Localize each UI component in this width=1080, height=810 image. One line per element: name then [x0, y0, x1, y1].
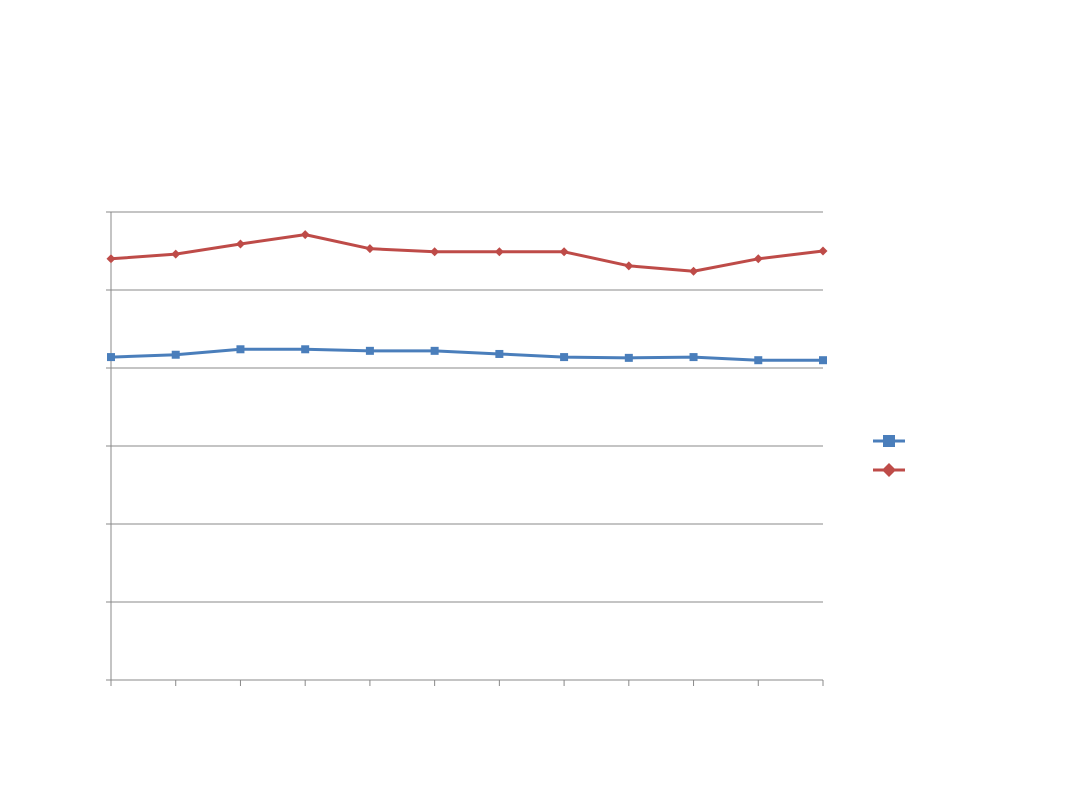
marker: [365, 244, 375, 254]
marker: [883, 435, 895, 447]
marker: [495, 349, 504, 358]
marker: [818, 246, 828, 256]
marker: [365, 346, 374, 355]
marker: [819, 356, 827, 365]
marker: [624, 353, 633, 362]
series-line: [110, 347, 823, 362]
marker: [236, 345, 245, 354]
marker: [107, 353, 115, 362]
marker: [430, 247, 440, 257]
marker: [753, 254, 763, 264]
marker: [300, 230, 310, 240]
marker: [430, 346, 439, 355]
marker: [754, 356, 763, 365]
marker: [689, 353, 698, 362]
marker: [106, 254, 116, 264]
marker: [624, 261, 634, 271]
marker: [171, 350, 180, 359]
marker: [301, 345, 310, 354]
marker: [494, 247, 504, 257]
series-line: [110, 233, 824, 273]
marker: [560, 353, 569, 362]
marker: [689, 266, 699, 276]
marker: [882, 463, 896, 477]
marker: [235, 239, 245, 249]
marker: [171, 249, 181, 259]
marker: [559, 247, 569, 257]
